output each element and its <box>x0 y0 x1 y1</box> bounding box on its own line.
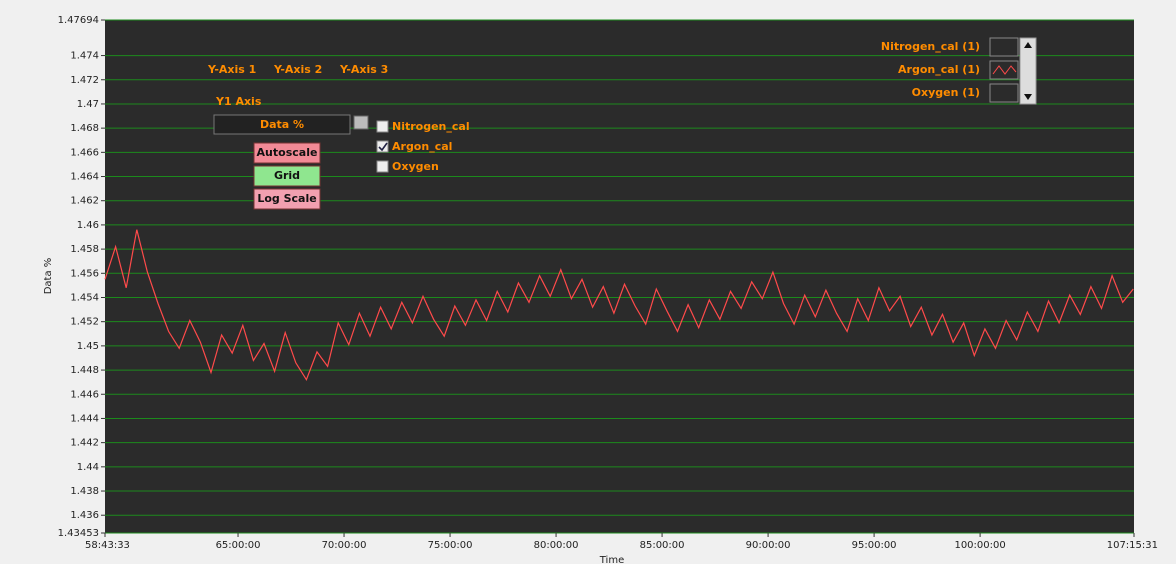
axis-select-label: Y1 Axis <box>215 95 262 108</box>
button[interactable] <box>253 142 321 164</box>
x-tick-label: 75:00:00 <box>428 540 473 551</box>
axis-tab[interactable]: Y-Axis 1 <box>207 63 256 76</box>
x-tick-label: 90:00:00 <box>746 540 791 551</box>
legend-line <box>992 65 1017 75</box>
y-tick-label: 1.438 <box>70 486 99 497</box>
button-label: Log Scale <box>257 192 316 205</box>
y-tick-label: 1.468 <box>70 123 99 134</box>
y-tick-label: 1.472 <box>70 75 99 86</box>
checkmark <box>378 142 388 152</box>
y-tick-label: 1.43453 <box>58 528 99 539</box>
x-tick-label: 85:00:00 <box>640 540 685 551</box>
axis-tab[interactable]: Y-Axis 2 <box>273 63 322 76</box>
y-tick-label: 1.44 <box>77 462 99 473</box>
y-axis-label: Data % <box>43 258 54 295</box>
x-tick-label: 107:15:31 <box>1107 540 1158 551</box>
dropdown[interactable] <box>213 114 351 135</box>
button-label: Grid <box>274 169 300 182</box>
y-tick-label: 1.47 <box>77 99 99 110</box>
legend-swatch <box>989 37 1019 57</box>
button[interactable] <box>253 165 321 187</box>
x-tick-label: 58:43:33 <box>85 540 130 551</box>
checkbox-label: Argon_cal <box>392 140 452 153</box>
legend-swatch <box>989 83 1019 103</box>
y-tick-label: 1.47694 <box>58 15 99 26</box>
y-tick-label: 1.446 <box>70 389 99 400</box>
y-tick-label: 1.46 <box>77 220 99 231</box>
y-tick-label: 1.452 <box>70 317 99 328</box>
dropdown-value: Data % <box>260 118 304 131</box>
x-tick-label: 95:00:00 <box>852 540 897 551</box>
y-tick-label: 1.45 <box>77 341 99 352</box>
axis-tab[interactable]: Y-Axis 3 <box>339 63 388 76</box>
y-tick-label: 1.458 <box>70 244 99 255</box>
y-tick-label: 1.436 <box>70 510 99 521</box>
legend-label: Nitrogen_cal (1) <box>881 40 980 53</box>
checkbox[interactable] <box>376 120 389 133</box>
x-tick-label: 70:00:00 <box>322 540 367 551</box>
checkbox-label: Nitrogen_cal <box>392 120 470 133</box>
y-tick-label: 1.474 <box>70 51 99 62</box>
x-tick-label: 80:00:00 <box>534 540 579 551</box>
data-line <box>104 229 1134 382</box>
checkbox[interactable] <box>376 140 389 153</box>
legend-scrollbar[interactable] <box>1019 37 1037 105</box>
y-tick-label: 1.456 <box>70 268 99 279</box>
y-tick-label: 1.448 <box>70 365 99 376</box>
plot-area <box>105 20 1134 533</box>
y-tick-label: 1.454 <box>70 292 99 303</box>
checkbox-label: Oxygen <box>392 160 439 173</box>
y-tick-label: 1.462 <box>70 196 99 207</box>
button[interactable] <box>253 188 321 210</box>
scroll-down[interactable] <box>1024 94 1032 100</box>
scroll-up[interactable] <box>1024 42 1032 48</box>
button-label: Autoscale <box>257 146 318 159</box>
x-tick-label: 100:00:00 <box>954 540 1005 551</box>
legend-label: Argon_cal (1) <box>898 63 980 76</box>
y-tick-label: 1.442 <box>70 438 99 449</box>
y-tick-label: 1.464 <box>70 172 99 183</box>
legend-label: Oxygen (1) <box>912 86 980 99</box>
checkbox[interactable] <box>376 160 389 173</box>
y-tick-label: 1.444 <box>70 413 99 424</box>
x-axis-label: Time <box>599 555 624 564</box>
dropdown-arrow[interactable] <box>353 115 369 130</box>
x-tick-label: 65:00:00 <box>216 540 261 551</box>
y-tick-label: 1.466 <box>70 147 99 158</box>
